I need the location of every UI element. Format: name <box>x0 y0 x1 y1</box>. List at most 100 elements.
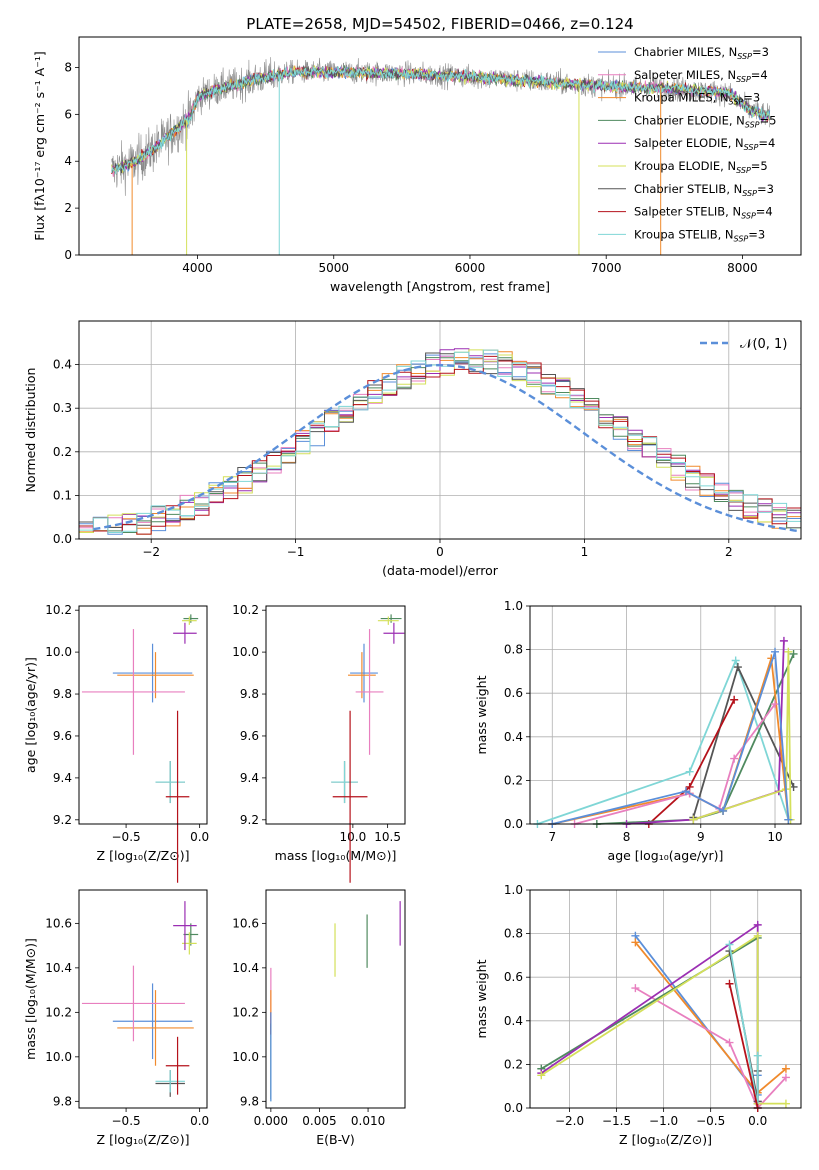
figure-title: PLATE=2658, MJD=54502, FIBERID=0466, z=0… <box>246 15 633 33</box>
plot-area-mass_vs_ebv <box>270 901 401 1102</box>
axes-frame <box>529 889 802 1109</box>
weight-series-line <box>540 923 759 1102</box>
weight-marker <box>781 1099 790 1108</box>
weight-series-line <box>648 699 736 825</box>
plot-area-weight_vs_age <box>533 636 798 828</box>
plot-area-spectrum <box>111 57 771 255</box>
x-tick-label: 0.0 <box>190 1114 209 1128</box>
x-tick-label: 9 <box>697 830 705 844</box>
model-spectrum <box>111 66 771 175</box>
y-tick-label: 0.2 <box>53 445 72 459</box>
x-tick-label: 10.0 <box>340 830 367 844</box>
x-tick-label: 4000 <box>182 261 213 275</box>
x-axis-label: mass [log₁₀(M/M⊙)] <box>275 848 397 863</box>
legend-label: Salpeter MILES, NSSP=4 <box>634 68 768 84</box>
plot-area-weight_vs_Z <box>537 920 790 1112</box>
x-tick-label: 2 <box>725 545 733 559</box>
weight-marker <box>689 815 698 824</box>
axes-frame <box>78 320 802 540</box>
legend-label: Kroupa ELODIE, NSSP=5 <box>634 159 768 175</box>
x-tick-label: −1.0 <box>649 1114 678 1128</box>
x-tick-label: −0.5 <box>112 830 141 844</box>
y-tick-label: 0.3 <box>53 401 72 415</box>
legend-label: Chabrier ELODIE, NSSP=5 <box>634 113 776 129</box>
y-tick-label: 0.0 <box>53 532 72 546</box>
legend-label: Chabrier MILES, NSSP=3 <box>634 45 769 61</box>
weight-marker <box>781 1064 790 1073</box>
y-tick-label: 1.0 <box>504 599 523 613</box>
axes-frame <box>265 605 406 825</box>
y-tick-label: 0.2 <box>504 1057 523 1071</box>
weight-marker <box>733 663 742 672</box>
x-tick-label: −2.0 <box>555 1114 584 1128</box>
y-axis-label: mass weight <box>474 675 489 754</box>
y-tick-label: 9.2 <box>240 813 259 827</box>
y-axis-label: Flux [fλ10⁻¹⁷ erg cm⁻² s⁻¹ A⁻¹] <box>32 51 47 240</box>
y-tick-label: 9.8 <box>53 1094 72 1108</box>
axes-frame <box>265 889 406 1109</box>
x-tick-label: 0.0 <box>190 830 209 844</box>
weight-marker <box>537 1071 546 1080</box>
x-axis-label: wavelength [Angstrom, rest frame] <box>330 279 550 294</box>
weight-marker <box>771 647 780 656</box>
x-tick-label: −0.5 <box>112 1114 141 1128</box>
axes-spectrum: 4000 5000 6000 7000 8000 0 2 4 6 8 wavelength [Ang… <box>32 36 802 294</box>
y-tick-label: 0.4 <box>53 358 72 372</box>
weight-marker <box>784 647 793 656</box>
x-tick-label: 10 <box>767 830 782 844</box>
x-tick-label: 0 <box>436 545 444 559</box>
axes-frame <box>78 36 802 256</box>
axes-age_vs_Z: −0.5 0.0 9.2 9.4 9.6 9.8 10.0 10.2 Z [log₁₀(Z/Z⊙… <box>23 603 209 883</box>
y-tick-label: 10.2 <box>232 1005 259 1019</box>
weight-series-line <box>537 657 790 825</box>
weight-marker <box>730 695 739 704</box>
axes-weight_vs_age: 7 8 9 10 0.0 0.2 0.4 0.6 0.8 1.0 age [log₁₀(age/yr… <box>474 599 802 863</box>
weight-marker <box>730 754 739 763</box>
y-tick-label: 9.6 <box>53 729 72 743</box>
axes-residuals: −2 −1 0 1 2 0.0 0.1 0.2 0.3 0.4 (data-model)/error… <box>23 320 802 578</box>
y-tick-label: 10.4 <box>45 961 72 975</box>
axes-mass_vs_ebv: 0.000 0.005 0.010 9.8 10.0 10.2 10.4 10.6 E(B-V) <box>232 889 406 1147</box>
y-axis-label: Normed distribution <box>23 368 38 493</box>
y-tick-label: 0.4 <box>504 730 523 744</box>
y-tick-label: 9.8 <box>53 687 72 701</box>
x-tick-label: −2 <box>142 545 160 559</box>
weight-marker <box>725 979 734 988</box>
legend-label: 𝒩(0, 1) <box>740 337 787 352</box>
y-tick-label: 0.8 <box>504 927 523 941</box>
weight-marker <box>631 938 640 947</box>
legend-label: Kroupa MILES, NSSP=3 <box>634 91 760 107</box>
weight-marker <box>753 920 762 929</box>
y-tick-label: 9.8 <box>240 687 259 701</box>
y-tick-label: 10.0 <box>232 645 259 659</box>
axes-mass_vs_Z: −0.5 0.0 9.8 10.0 10.2 10.4 10.6 Z [log₁₀(Z/Z⊙)… <box>23 889 209 1147</box>
y-tick-label: 10.4 <box>232 961 259 975</box>
y-axis-label: age [log₁₀(age/yr)] <box>23 657 38 773</box>
y-tick-label: 10.0 <box>45 1050 72 1064</box>
x-axis-label: Z [log₁₀(Z/Z⊙)] <box>97 1132 190 1147</box>
weight-marker <box>753 1051 762 1060</box>
y-tick-label: 0.6 <box>504 970 523 984</box>
weight-marker <box>771 700 780 709</box>
x-axis-label: Z [log₁₀(Z/Z⊙)] <box>97 848 190 863</box>
y-axis-label: mass weight <box>474 959 489 1038</box>
weight-series-line <box>728 983 759 1109</box>
y-tick-label: 0.2 <box>504 773 523 787</box>
x-tick-label: 5000 <box>318 261 349 275</box>
plot-area-age_vs_mass <box>331 614 405 883</box>
axes-frame <box>78 605 208 825</box>
weight-marker <box>725 940 734 949</box>
y-tick-label: 2 <box>64 201 72 215</box>
x-tick-label: 10.5 <box>374 830 401 844</box>
weight-marker <box>779 636 788 645</box>
weight-marker <box>781 1073 790 1082</box>
y-axis-label: mass [log₁₀(M/M⊙)] <box>23 938 38 1060</box>
y-tick-label: 9.2 <box>53 813 72 827</box>
weight-marker <box>725 1038 734 1047</box>
axes-frame <box>529 605 802 825</box>
x-axis-label: age [log₁₀(age/yr)] <box>608 848 724 863</box>
axes-weight_vs_Z: −2.0 −1.5 −1.0 −0.5 0.0 0.0 0.2 0.4 0.6 0.8 1.0 Z [… <box>474 883 802 1147</box>
y-tick-label: 0.0 <box>504 1101 523 1115</box>
spectrum-legend: Chabrier MILES, NSSP=3 Salpeter MILES, NS… <box>598 45 776 243</box>
